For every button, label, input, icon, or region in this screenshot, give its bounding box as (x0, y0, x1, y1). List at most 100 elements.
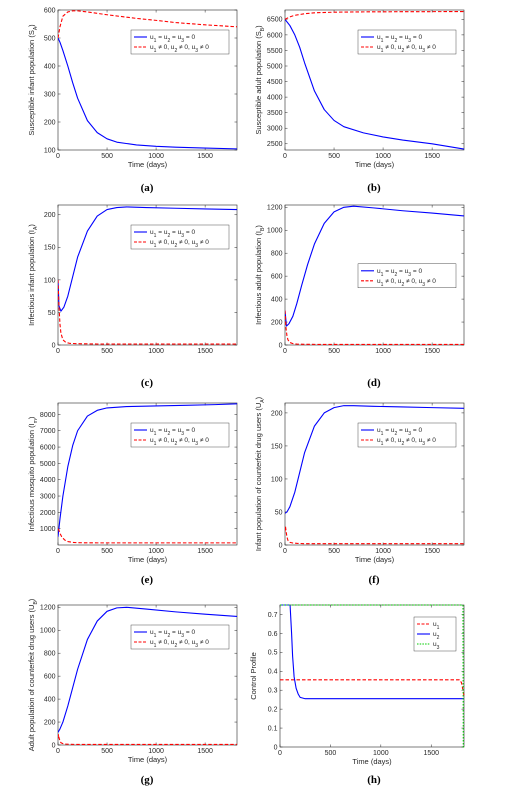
chart-f: 0 500 1000 1500 0 50 100 150 200 Time (days) Infan… (254, 396, 465, 564)
series-line-2 (280, 604, 464, 700)
x-tick-label: 500 (101, 348, 113, 355)
y-tick-label: 0 (52, 342, 56, 349)
caption-h: (h) (367, 774, 381, 786)
x-tick-label: 1000 (148, 548, 164, 555)
y-tick-label: 0 (279, 342, 283, 349)
legend-label: u1 = u2 = u3 = 0 (150, 229, 195, 239)
y-tick-label: 1200 (267, 205, 283, 212)
series-group (285, 205, 465, 345)
y-tick-label: 500 (44, 35, 56, 42)
x-axis-label: Time (days) (355, 555, 395, 564)
chart-b: 0 500 1000 1500 2500 3000 3500 4000 4500 5000 5500… (254, 9, 465, 169)
y-tick-label: 100 (44, 147, 56, 154)
y-tick-label: 800 (44, 651, 56, 658)
series-line-1 (58, 206, 238, 312)
x-tick-label: 500 (328, 153, 340, 160)
panel-h: 0 500 1000 1500 0 0.1 0.2 0.3 0.4 0.5 0.6 0.7 Time (… (249, 600, 531, 780)
y-tick-label: 3500 (267, 110, 283, 117)
legend-box (357, 422, 457, 448)
series-line-1 (285, 405, 465, 514)
legend-box (357, 263, 457, 289)
x-tick-label: 0 (56, 348, 60, 355)
y-axis-label: Susceptible adult population (SB) (254, 25, 266, 135)
x-tick-label: 1500 (197, 348, 213, 355)
caption-b: (b) (367, 182, 381, 194)
legend-label: u1 ≠ 0, u2 ≠ 0, u3 ≠ 0 (150, 639, 209, 649)
y-tick-label: 1000 (267, 228, 283, 235)
y-tick-label: 50 (48, 310, 56, 317)
caption-d: (d) (367, 377, 381, 389)
y-tick-label: 0 (274, 744, 278, 751)
legend: u1 = u2 = u3 = 0u1 ≠ 0, u2 ≠ 0, u3 ≠ 0 (130, 624, 230, 649)
y-tick-label: 5000 (40, 461, 56, 468)
legend-label: u1 ≠ 0, u2 ≠ 0, u3 ≠ 0 (150, 437, 209, 447)
x-tick-label: 1000 (375, 548, 391, 555)
caption-f: (f) (368, 574, 380, 586)
caption-e: (e) (140, 574, 154, 586)
y-tick-label: 2500 (267, 141, 283, 148)
y-tick-label: 1000 (40, 628, 56, 635)
legend-box (357, 29, 457, 55)
series-line-1 (58, 606, 238, 733)
x-tick-label: 500 (328, 548, 340, 555)
x-tick-label: 0 (283, 548, 287, 555)
y-tick-label: 6000 (40, 444, 56, 451)
y-tick-label: 100 (44, 277, 56, 284)
x-tick-label: 0 (56, 548, 60, 555)
y-tick-label: 8000 (40, 412, 56, 419)
y-tick-label: 1200 (40, 605, 56, 612)
x-tick-label: 1500 (423, 750, 439, 757)
y-tick-label: 150 (44, 245, 56, 252)
x-tick-label: 1000 (373, 750, 389, 757)
x-tick-label: 1500 (197, 748, 213, 755)
x-tick-label: 0 (56, 153, 60, 160)
x-axis-label: Time (days) (352, 757, 392, 766)
x-tick-label: 500 (101, 748, 113, 755)
series-line-2 (285, 11, 465, 20)
series-line-1 (58, 37, 238, 150)
y-tick-label: 400 (44, 696, 56, 703)
x-tick-label: 1000 (148, 748, 164, 755)
legend-box (130, 224, 230, 250)
legend: u1 = u2 = u3 = 0u1 ≠ 0, u2 ≠ 0, u3 ≠ 0 (357, 263, 457, 289)
y-tick-label: 0.6 (268, 631, 278, 638)
x-tick-label: 500 (325, 750, 337, 757)
x-tick-label: 1000 (148, 348, 164, 355)
x-tick-label: 500 (328, 348, 340, 355)
y-tick-label: 200 (44, 719, 56, 726)
legend-label: u1 ≠ 0, u2 ≠ 0, u3 ≠ 0 (150, 44, 209, 54)
series-group (285, 405, 465, 545)
y-tick-label: 6500 (267, 17, 283, 24)
y-tick-label: 200 (271, 410, 283, 417)
y-tick-label: 200 (271, 319, 283, 326)
legend: u1 = u2 = u3 = 0u1 ≠ 0, u2 ≠ 0, u3 ≠ 0 (130, 29, 230, 54)
series-line-2 (58, 528, 237, 544)
panel-a: 0 500 1000 1500 100 200 300 400 500 600 Time (days… (0, 0, 265, 195)
y-tick-label: 800 (271, 251, 283, 258)
legend-label: u1 ≠ 0, u2 ≠ 0, u3 ≠ 0 (377, 437, 436, 447)
caption-g: (g) (140, 774, 154, 786)
y-tick-label: 50 (275, 509, 283, 516)
series-line-2 (285, 525, 464, 545)
x-tick-label: 1500 (424, 153, 440, 160)
x-tick-label: 1500 (197, 153, 213, 160)
x-tick-label: 500 (101, 153, 113, 160)
y-axis-label: Infectious infant population (IA) (27, 224, 39, 326)
y-tick-label: 100 (271, 476, 283, 483)
series-group (58, 606, 238, 745)
legend: u1 = u2 = u3 = 0u1 ≠ 0, u2 ≠ 0, u3 ≠ 0 (357, 29, 457, 55)
y-tick-label: 0 (279, 542, 283, 549)
x-tick-label: 1000 (375, 348, 391, 355)
panel-b: 0 500 1000 1500 2500 3000 3500 4000 4500 5000 5500… (254, 0, 531, 195)
legend-label: u1 ≠ 0, u2 ≠ 0, u3 ≠ 0 (377, 278, 436, 288)
legend-label: u3 (433, 641, 440, 651)
chart-c: 0 500 1000 1500 0 50 100 150 200 Infectious infan… (27, 204, 238, 355)
y-tick-label: 5000 (267, 63, 283, 70)
chart-a: 0 500 1000 1500 100 200 300 400 500 600 Time (days… (27, 7, 238, 169)
legend-label: u1 = u2 = u3 = 0 (377, 427, 422, 437)
legend-label: u2 (433, 631, 440, 641)
x-axis-label: Time (days) (128, 160, 168, 169)
x-tick-label: 1500 (424, 348, 440, 355)
y-axis-label: Infectious adult population (IB) (254, 225, 266, 325)
